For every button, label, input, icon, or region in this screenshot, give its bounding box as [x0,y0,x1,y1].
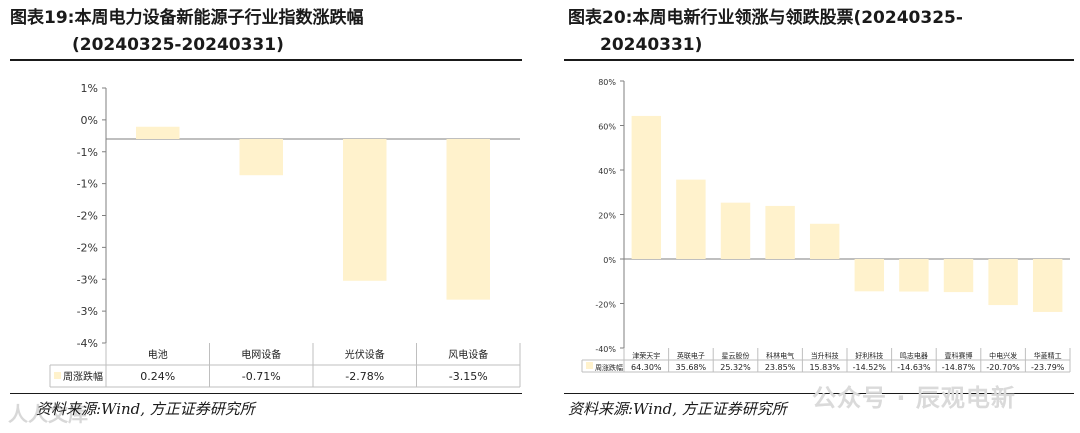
title-rule-right [564,59,1074,61]
right-bar-3 [765,205,795,259]
left-legend-swatch [54,372,61,379]
chart-panel-left: 图表19:本周电力设备新能源子行业指数涨跌幅 (20240325-2024033… [8,8,522,426]
right-category-label: 鸣志电器 [900,351,928,360]
right-data-label: 35.68% [676,363,707,372]
left-bar-0 [136,126,180,139]
right-data-label: -23.79% [1031,363,1065,372]
source-rule-right [564,393,1074,394]
left-y-tick-label: -1% [77,178,98,191]
left-category-label: 电网设备 [241,348,281,361]
left-bar-1 [239,139,283,176]
left-data-label: -2.78% [345,370,384,383]
right-category-label: 华菱精工 [1034,351,1062,360]
right-bar-0 [631,115,662,260]
bar-chart-right: 80% 60% 40% 20% 0% -20% -40% 津荣天宇 64.30% 英联电子 35.6… [581,78,1071,373]
left-data-label: -0.71% [242,370,281,383]
right-y-tick-label: -40% [595,345,616,354]
right-data-label: -20.70% [986,363,1020,372]
chart-title-left: 图表19:本周电力设备新能源子行业指数涨跌幅 [10,8,364,28]
right-y-tick-label: -20% [595,301,616,310]
title-rule-left [10,59,522,61]
right-category-label: 星云股份 [722,351,750,360]
left-y-tick-label: -1% [77,146,98,159]
right-bar-5 [854,259,885,292]
right-data-label: 23.85% [765,363,796,372]
left-data-label: -3.15% [449,370,488,383]
right-category-label: 壹科赛博 [945,351,973,360]
left-y-tick-label: 1% [81,82,98,95]
right-bar-1 [676,179,706,259]
right-category-label: 当升科技 [811,351,839,360]
chart-subtitle-left: (20240325-20240331) [72,35,284,55]
right-bar-9 [1032,259,1063,312]
right-bar-6 [899,259,929,292]
right-category-label: 科林电气 [766,351,794,360]
right-data-label: -14.52% [853,363,887,372]
left-bar-3 [446,139,490,300]
watermark-right: 公众号 · 辰观电新 [812,384,1016,412]
right-category-label: 英联电子 [677,351,705,360]
source-left: 资料来源:Wind, 方正证券研究所 [36,400,255,418]
bar-chart-left: 1% 0% -1% -1% -2% -2% -3% -3% -4% 电池 0.24% 电网设备 -0.7… [49,82,521,388]
chart-panel-right: 图表20:本周电新行业领涨与领跌股票(20240325- 20240331) 8… [540,0,1080,433]
right-category-label: 好利科技 [855,351,883,360]
right-y-tick-label: 40% [598,167,616,176]
source-right: 资料来源:Wind, 方正证券研究所 [568,400,787,418]
right-bar-7 [943,259,974,293]
right-legend-swatch [586,362,593,369]
left-legend-label: 周涨跌幅 [63,370,103,383]
source-rule-left [10,393,522,394]
left-y-tick-label: -3% [77,305,98,318]
left-y-tick-label: -2% [77,241,98,254]
right-y-tick-label: 60% [598,123,616,132]
right-bar-4 [809,223,840,259]
right-y-tick-label: 20% [598,212,616,221]
left-category-label: 电池 [148,348,168,361]
right-y-tick-label: 80% [598,78,616,87]
right-data-label: -14.87% [942,363,976,372]
left-category-label: 风电设备 [448,348,488,361]
right-data-label: -14.63% [897,363,931,372]
left-y-tick-label: -4% [77,337,98,350]
watermark-left: 人人文库 [8,402,88,426]
left-data-label: 0.24% [140,370,175,383]
chart-title-right: 图表20:本周电新行业领涨与领跌股票(20240325- [568,8,963,28]
right-data-label: 25.32% [720,363,751,372]
right-data-label: 15.83% [809,363,840,372]
right-bar-8 [988,259,1018,306]
right-category-label: 中电兴发 [989,351,1017,360]
right-data-label: 64.30% [631,363,662,372]
left-y-tick-label: 0% [81,114,98,127]
left-y-tick-label: -2% [77,210,98,223]
left-bar-2 [343,139,387,281]
right-category-label: 津荣天宇 [632,351,660,360]
right-legend-label: 周涨跌幅 [595,363,623,372]
right-y-tick-label: 0% [603,256,616,265]
left-y-tick-label: -3% [77,273,98,286]
right-bar-2 [720,202,751,259]
chart-subtitle-right: 20240331) [600,35,703,55]
left-category-label: 光伏设备 [345,348,385,361]
